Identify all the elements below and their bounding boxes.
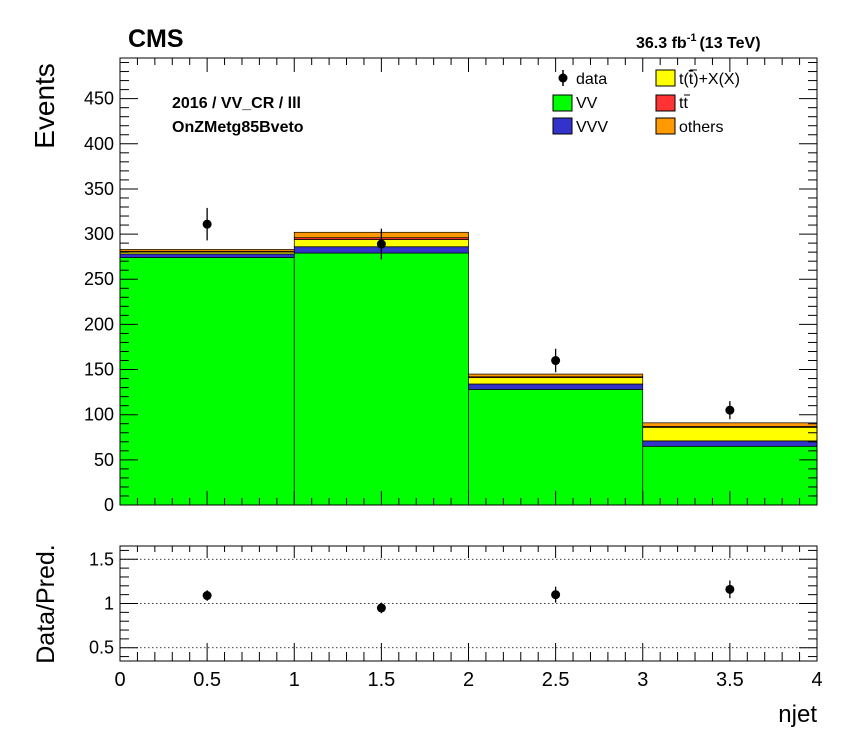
- legend-vv-swatch: [552, 94, 573, 112]
- x-tick-label: 1: [289, 669, 300, 691]
- bar-others-bin3: [468, 373, 644, 378]
- bar-vvv-bin4: [642, 440, 818, 447]
- data-point: [551, 356, 561, 366]
- stacked-histogram: [119, 231, 818, 506]
- ratio-points: [202, 580, 735, 614]
- legend-vv-label: VV: [576, 95, 598, 112]
- bar-vv-bin2: [293, 252, 469, 506]
- ratio-point: [725, 584, 735, 594]
- legend-entry-vvv: VVV: [552, 117, 608, 136]
- x-tick-label: 3.5: [716, 669, 744, 691]
- ratio-y-tick-label: 1: [104, 594, 114, 614]
- ratio-point: [376, 603, 386, 613]
- bar-others-bin4: [642, 422, 818, 427]
- legend-entry-data: data: [558, 70, 607, 88]
- main-y-tick-label: 200: [84, 314, 114, 334]
- legend-tt-label: tt: [679, 95, 688, 112]
- ratio-y-axis-title: Data/Pred.: [32, 544, 60, 664]
- main-y-tick-label: 300: [84, 224, 114, 244]
- bar-vv-bin3: [468, 389, 644, 506]
- ratio-point: [551, 590, 561, 600]
- main-y-tick-label: 0: [104, 495, 114, 515]
- ratio-y-tick-label: 0.5: [89, 638, 114, 658]
- x-tick-label: 0.5: [193, 669, 221, 691]
- legend-entry-tt: tt: [655, 94, 690, 112]
- data-point: [202, 219, 212, 229]
- main-y-tick-label: 250: [84, 269, 114, 289]
- legend-ttx-label: t(t)+X(X): [679, 71, 740, 88]
- ratio-y-tick-label: 1.5: [89, 549, 114, 569]
- legend-entry-others: others: [655, 117, 723, 136]
- x-axis-title: njet: [778, 701, 817, 728]
- legend: data t(t)+X(X) VV tt VVV others: [552, 69, 740, 136]
- legend-entry-ttx: t(t)+X(X): [655, 69, 740, 88]
- legend-others-swatch: [655, 117, 676, 135]
- legend-ttx-swatch: [655, 69, 676, 87]
- x-tick-label: 4: [811, 669, 822, 691]
- bar-t-t-x-x--bin3: [468, 377, 644, 385]
- ratio-axes: 0.511.50 0.5 1 1.5 2 2.5 3 3.5 4: [89, 545, 823, 691]
- x-tick-label: 1.5: [367, 669, 395, 691]
- main-y-axis-title: Events: [29, 63, 60, 149]
- main-y-tick-label: 400: [84, 134, 114, 154]
- bar-vv-bin1: [119, 257, 295, 506]
- ratio-point: [202, 591, 212, 601]
- x-tick-label: 2.5: [542, 669, 570, 691]
- main-axes: 0 50 100 150 200 250 300 350 400 450: [84, 57, 818, 515]
- region-label: 2016 / VV_CR / lll: [172, 95, 301, 112]
- legend-data-label: data: [576, 71, 607, 88]
- experiment-label: CMS: [128, 25, 184, 53]
- legend-tt-swatch: [655, 94, 676, 112]
- bar-vvv-bin3: [468, 383, 644, 390]
- legend-others-label: others: [679, 119, 723, 136]
- legend-data-marker: [558, 73, 568, 83]
- bar-vvv-bin1: [119, 253, 295, 258]
- data-point: [725, 405, 735, 415]
- ratio-gridlines: [120, 558, 817, 649]
- bar-others-bin1: [119, 249, 295, 252]
- legend-vvv-swatch: [552, 117, 573, 135]
- x-tick-label: 3: [637, 669, 648, 691]
- main-y-tick-label: 50: [94, 450, 114, 470]
- data-points: [202, 207, 735, 420]
- legend-vvv-label: VVV: [576, 119, 608, 136]
- legend-entry-vv: VV: [552, 94, 598, 112]
- main-y-tick-label: 450: [84, 89, 114, 109]
- main-y-tick-label: 150: [84, 360, 114, 380]
- main-y-tick-label: 100: [84, 405, 114, 425]
- lumi-label: 36.3 fb-1 (13 TeV): [636, 32, 761, 52]
- x-tick-label: 2: [463, 669, 474, 691]
- selection-label: OnZMetg85Bveto: [172, 119, 304, 136]
- x-tick-label: 0: [114, 669, 125, 691]
- bar-t-t-x-x--bin4: [642, 426, 818, 442]
- data-point: [376, 239, 386, 249]
- main-y-tick-label: 350: [84, 179, 114, 199]
